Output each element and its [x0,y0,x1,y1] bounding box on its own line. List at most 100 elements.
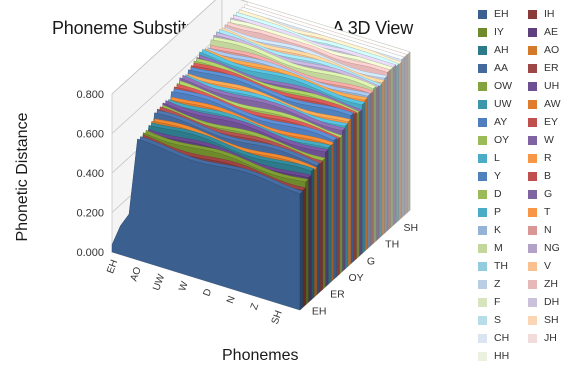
series-end-l [344,123,349,270]
x-tick-label: D [202,287,215,298]
legend-swatch [478,243,487,253]
legend-item-aa: AA [478,60,508,76]
series-end-g [359,109,363,257]
x-tick-label: N [225,295,238,306]
depth-tick-label: G [367,255,375,267]
series-end-uw [328,144,332,285]
legend-label: S [494,314,502,326]
series-end-t [364,97,368,252]
legend-swatch [528,63,537,73]
legend-label: T [544,206,551,218]
legend-item-er: ER [528,60,559,76]
legend-label: Y [494,170,502,182]
series-end-zh [387,69,391,231]
legend-swatch [478,315,487,325]
series-end-ow [322,157,326,290]
y-tick-label: 0.200 [76,208,104,220]
series-end-s [395,63,399,224]
legend-swatch [478,45,487,55]
legend-swatch [528,315,537,325]
legend-label: B [544,170,552,182]
y-tick-label: 0.400 [76,168,104,180]
series-end-f [390,67,394,229]
series-end-v [381,80,385,236]
legend-swatch [478,261,487,271]
legend-swatch [528,135,537,145]
legend-label: F [494,296,501,308]
legend-swatch [478,189,487,199]
legend-label: AW [544,98,561,110]
legend-swatch [528,99,537,109]
series-end-z [384,75,388,234]
series-end-jh [404,54,408,216]
series-end-aw [330,142,334,283]
depth-tick-label: EH [312,305,327,317]
y-tick-label: 0.600 [76,129,104,141]
x-axis-title: Phonemes [222,347,299,364]
legend-item-f: F [478,294,500,310]
legend-swatch [478,9,487,19]
legend-swatch [478,207,487,217]
series-end-k [367,93,371,249]
series-end-uh [325,149,329,288]
legend-label: AO [544,44,560,56]
series-end-dh [392,64,397,226]
series-end-eh [299,190,303,311]
legend-item-dh: DH [528,294,559,310]
series-end-ch [401,56,405,219]
legend-swatch [528,333,537,343]
series-end-ah [311,168,315,301]
legend-swatch [528,171,537,181]
legend-item-sh: SH [528,312,559,328]
legend-swatch [528,9,537,19]
series-end-m [373,85,377,244]
legend-item-n: N [528,222,552,238]
legend-swatch [478,63,487,73]
series-end-ao [313,167,318,298]
legend-item-ih: IH [528,6,555,22]
legend-swatch [478,27,487,37]
x-tick-label: AO [129,265,144,283]
legend-label: JH [544,332,557,344]
legend-item-y: Y [478,168,501,184]
y-tick-label: 0.000 [76,247,104,259]
legend-item-aw: AW [528,96,561,112]
x-tick-label: W [177,280,191,293]
legend-label: NG [544,242,560,254]
legend-label: K [494,224,502,236]
legend-label: UW [494,98,512,110]
legend-item-w: W [528,132,554,148]
legend-label: TH [494,260,508,272]
legend-item-z: Z [478,276,500,292]
legend-label: SH [544,314,559,326]
legend-label: V [544,260,552,272]
legend-swatch [478,171,487,181]
legend-item-eh: EH [478,6,509,22]
series-end-ng [376,85,380,242]
legend-swatch [478,135,487,145]
depth-tick-label: TH [385,239,399,251]
legend-label: DH [544,296,560,308]
legend-swatch [528,27,537,37]
legend-label: L [494,152,500,164]
legend-item-ch: CH [478,330,509,346]
legend-item-v: V [528,258,551,274]
series-end-w [342,127,346,272]
series-end-b [353,111,357,262]
legend-item-ow: OW [478,78,512,94]
series-end-aa [316,162,320,295]
legend-swatch [528,261,537,271]
legend-label: CH [494,332,510,344]
legend-label: ZH [544,278,558,290]
legend-swatch [528,279,537,289]
depth-tick-label: SH [404,222,419,234]
legend-item-zh: ZH [528,276,558,292]
legend-item-m: M [478,240,503,256]
legend-item-iy: IY [478,24,504,40]
legend-swatch [478,153,487,163]
series-end-d [356,111,360,260]
legend-item-d: D [478,186,502,202]
legend-item-l: L [478,150,500,166]
legend-item-oy: OY [478,132,509,148]
legend-item-ay: AY [478,114,507,130]
